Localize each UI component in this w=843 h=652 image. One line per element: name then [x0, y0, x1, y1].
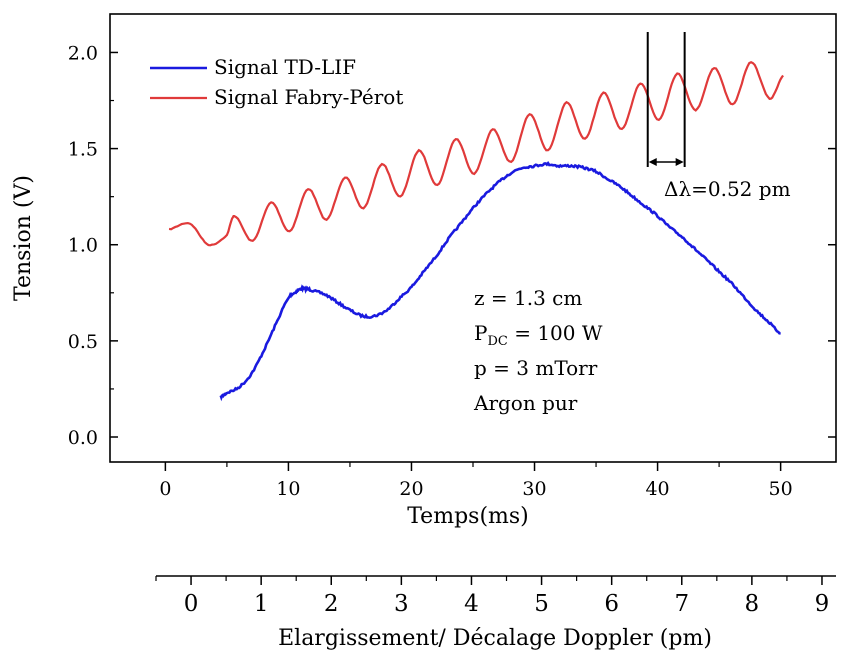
legend-label-fabry-perot: Signal Fabry-Pérot	[214, 85, 403, 109]
marker-arrow-head-left	[648, 158, 657, 166]
condition-z: z = 1.3 cm	[474, 286, 582, 310]
secondary-tick-label: 1	[254, 591, 269, 617]
secondary-tick-label: 9	[815, 591, 830, 617]
secondary-tick-label: 5	[534, 591, 549, 617]
legend: Signal TD-LIF Signal Fabry-Pérot	[150, 55, 403, 109]
condition-power-symbol: P	[474, 321, 487, 345]
series-line-fabry-perot	[168, 61, 784, 247]
secondary-tick-label: 3	[394, 591, 409, 617]
y-axis-title: Tension (V)	[11, 175, 36, 301]
y-tick-label: 1.5	[68, 139, 98, 161]
secondary-tick-label: 8	[745, 591, 760, 617]
plot-frame	[109, 13, 837, 463]
x-tick-label: 20	[399, 478, 423, 500]
condition-gas: Argon pur	[473, 391, 578, 415]
marker-arrow-head-right	[675, 158, 684, 166]
secondary-axis-ticks: 0 1 2 3 4 5 6 7 8 9	[155, 576, 830, 617]
delta-lambda-label: Δλ=0.52 pm	[664, 177, 791, 201]
x-tick-label: 0	[159, 478, 171, 500]
x-axis-ticks: 0 10 20 30 40 50	[159, 462, 793, 500]
y-tick-label: 1.0	[68, 235, 98, 257]
y-axis-ticks: 0.0 0.5 1.0 1.5 2.0	[68, 42, 836, 449]
secondary-tick-label: 2	[324, 591, 339, 617]
condition-power: PDC = 100 W	[474, 321, 603, 349]
x-tick-label: 40	[645, 478, 669, 500]
y-tick-label: 0.0	[68, 427, 98, 449]
y-tick-label: 0.5	[68, 331, 98, 353]
x-tick-label: 10	[276, 478, 300, 500]
secondary-tick-label: 0	[184, 591, 199, 617]
x-tick-label: 30	[522, 478, 546, 500]
y-tick-label: 2.0	[68, 42, 98, 64]
condition-power-value: = 100 W	[508, 321, 603, 345]
conditions-annotation: z = 1.3 cm PDC = 100 W p = 3 mTorr Argon…	[473, 286, 603, 415]
x-tick-label: 50	[769, 478, 793, 500]
condition-pressure: p = 3 mTorr	[474, 356, 598, 380]
legend-label-td-lif: Signal TD-LIF	[214, 55, 356, 79]
secondary-tick-label: 4	[464, 591, 479, 617]
series-line-td-lif	[219, 160, 781, 402]
secondary-tick-label: 7	[674, 591, 689, 617]
secondary-axis-title: Elargissement/ Décalage Doppler (pm)	[278, 626, 712, 651]
x-axis-title: Temps(ms)	[407, 504, 529, 529]
secondary-tick-label: 6	[604, 591, 619, 617]
delta-lambda-marker	[646, 32, 686, 167]
secondary-axis: 0 1 2 3 4 5 6 7 8 9 Elargissement/ Décalage Doppl…	[155, 575, 836, 651]
condition-power-subscript: DC	[487, 334, 507, 349]
